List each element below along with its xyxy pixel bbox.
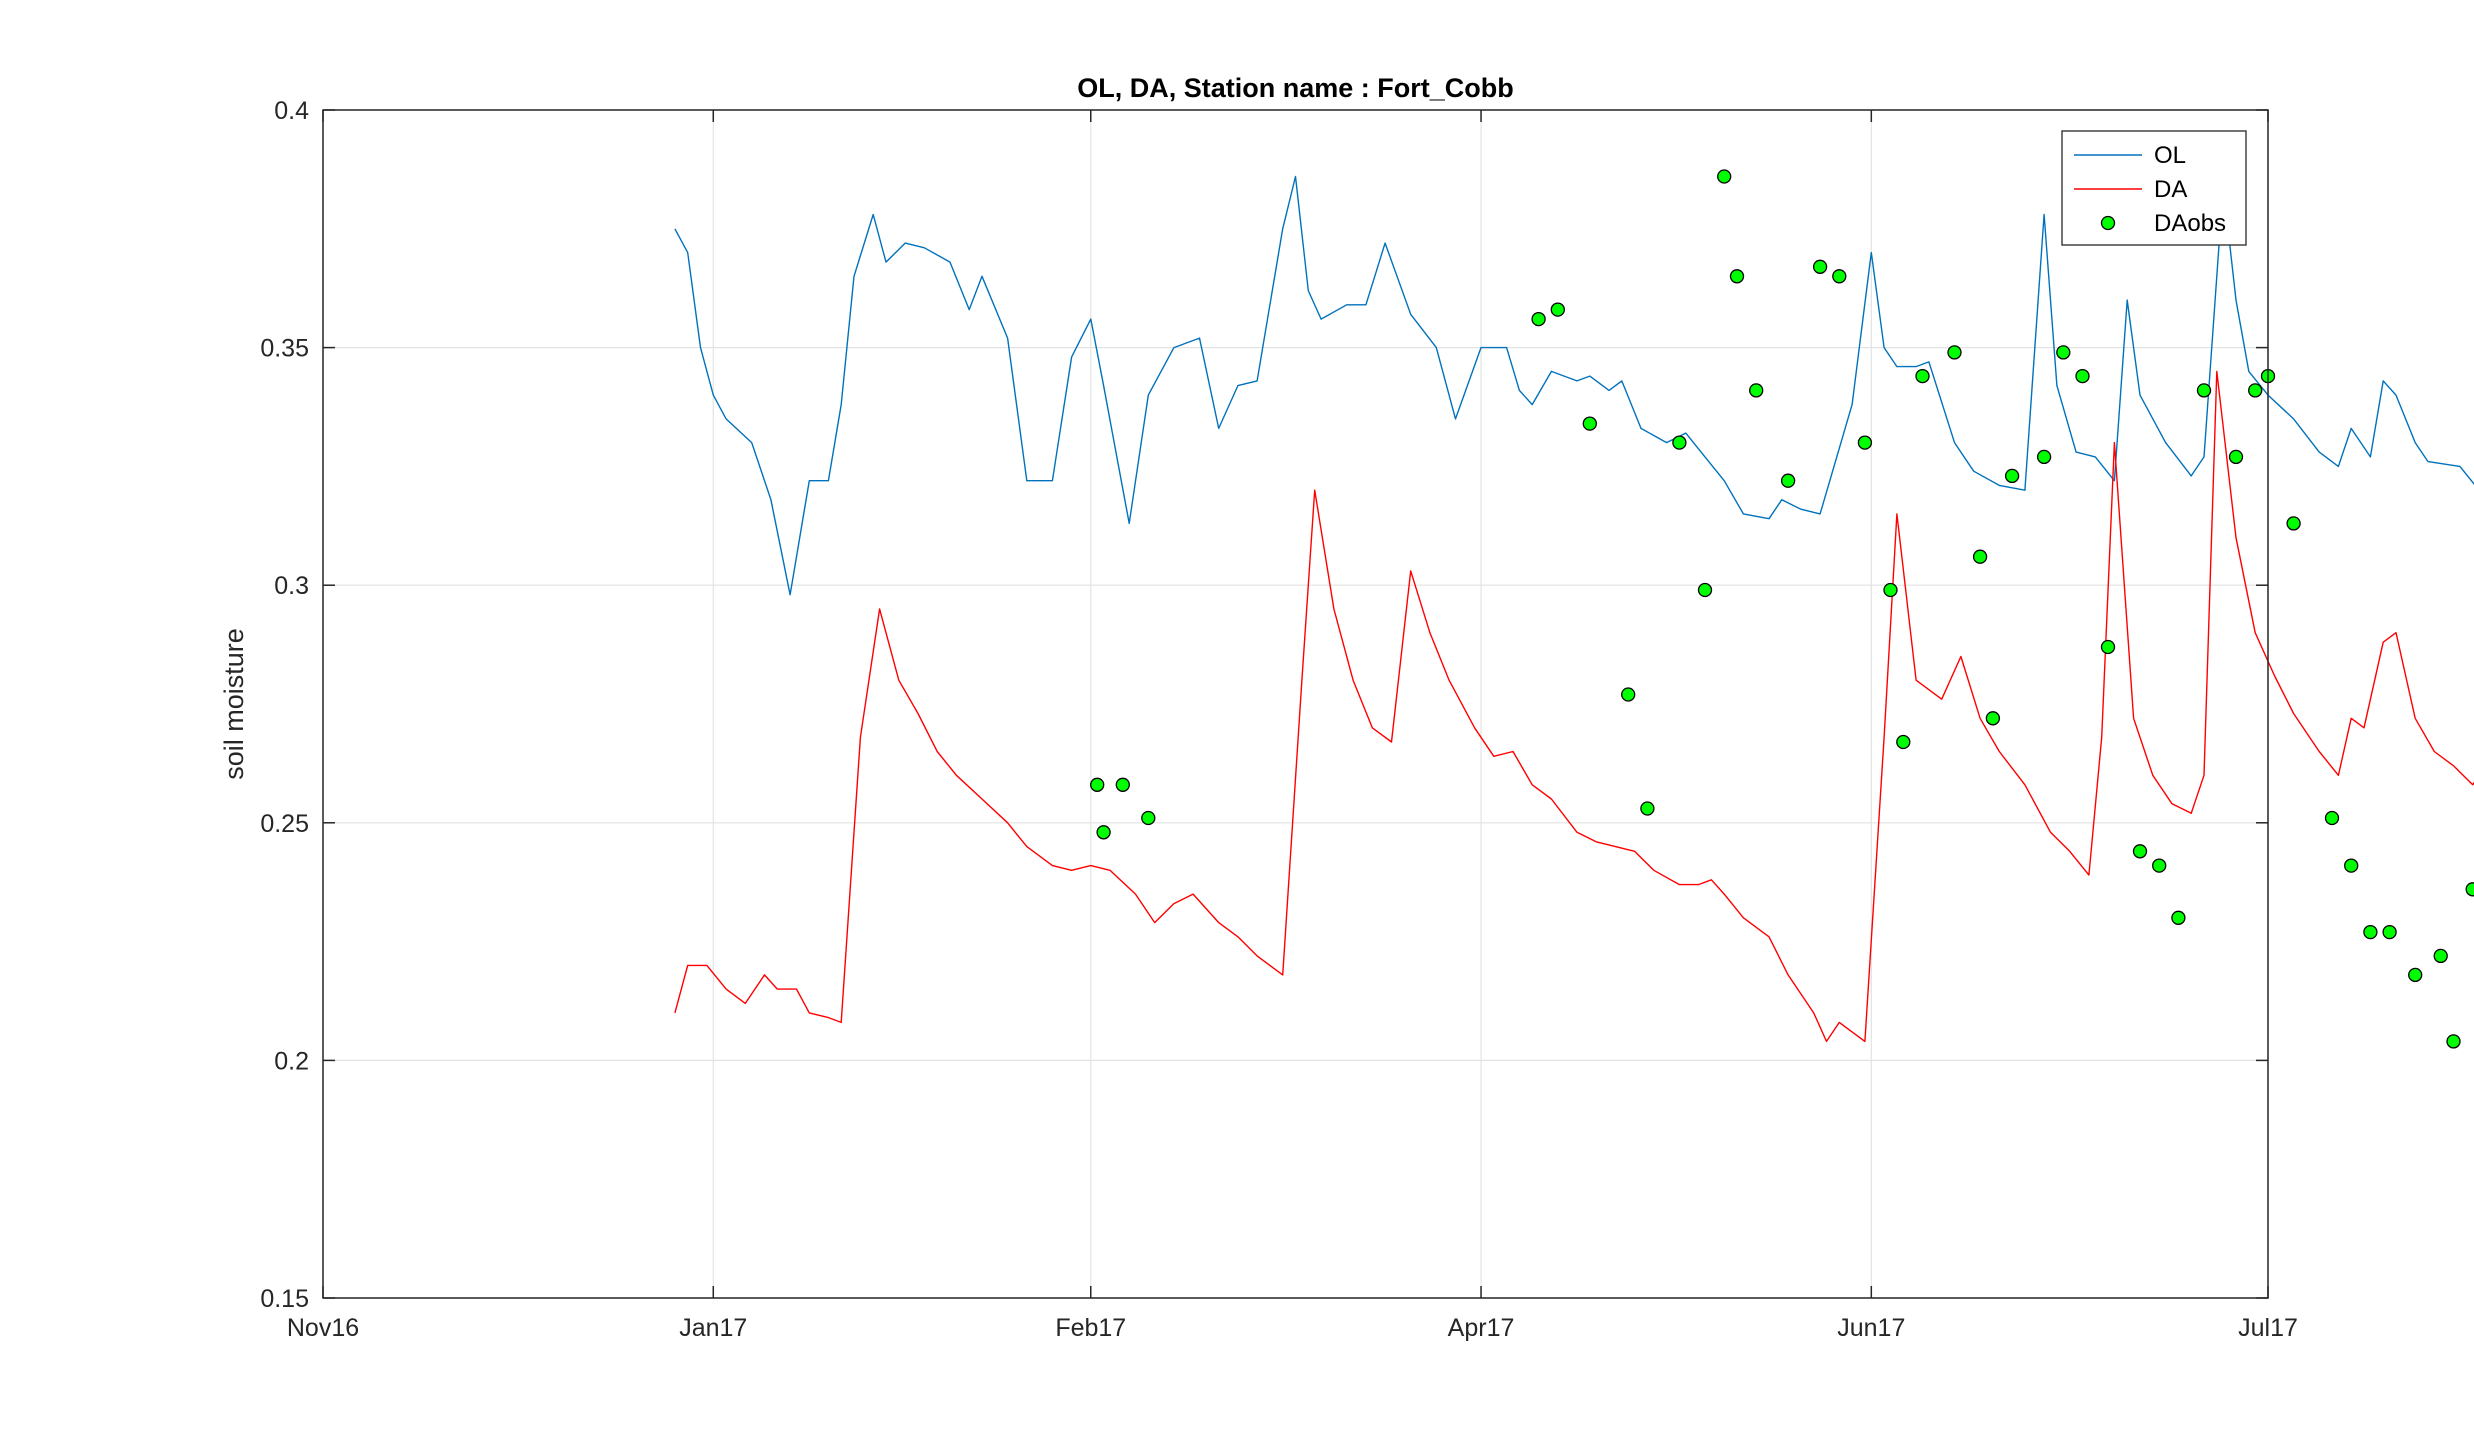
chart-title: OL, DA, Station name : Fort_Cobb (1077, 73, 1514, 103)
data-point-daobs (2324, 810, 2340, 826)
y-tick-label: 0.25 (260, 810, 309, 838)
data-point-daobs (2132, 844, 2148, 859)
series-line-da (674, 370, 2474, 1043)
x-tick-label: Jul17 (2238, 1314, 2298, 1342)
data-point-daobs (2196, 383, 2212, 398)
data-point-daobs (1985, 711, 2001, 726)
data-point-daobs (1115, 777, 1130, 792)
data-point-daobs (1857, 435, 1873, 450)
data-point-daobs (1729, 269, 1745, 284)
data-point-daobs (1947, 345, 1962, 360)
data-point-daobs (1832, 269, 1847, 284)
data-point-daobs (1531, 311, 1546, 327)
data-point-daobs (1090, 777, 1105, 792)
plot-area (323, 110, 2268, 1298)
data-point-daobs (2228, 449, 2244, 465)
data-point-daobs (2004, 468, 2020, 484)
data-point-daobs (1883, 582, 1898, 598)
series-line-ol (674, 175, 2474, 596)
y-tick-label: 0.4 (274, 97, 309, 125)
plot-frame (322, 109, 2269, 1299)
y-tick-label: 0.15 (260, 1285, 309, 1313)
data-point-daobs (2446, 1034, 2461, 1049)
data-point-daobs (1749, 383, 1764, 398)
x-tick-label: Apr17 (1448, 1314, 1515, 1342)
data-point-daobs (2248, 383, 2263, 398)
y-tick-label: 0.2 (274, 1047, 309, 1075)
x-tick-label: Jan17 (679, 1314, 747, 1342)
data-point-daobs (2100, 639, 2116, 655)
data-point-daobs (1812, 259, 1828, 274)
data-point-daobs (1141, 810, 1156, 826)
data-point-daobs (2382, 924, 2397, 940)
legend-box (2061, 130, 2247, 246)
legend: OL DA DAobs (2061, 130, 2247, 246)
x-tick-label: Nov16 (287, 1314, 359, 1342)
data-point-daobs (1717, 169, 1732, 184)
legend-ol-label: OL (2154, 142, 2186, 169)
data-point-daobs (1582, 416, 1597, 431)
legend-daobs-marker (2100, 215, 2116, 231)
data-point-daobs (1096, 825, 1111, 840)
y-tick-label: 0.3 (274, 572, 309, 600)
data-point-daobs (1621, 687, 1636, 702)
data-point-daobs (2152, 858, 2167, 873)
data-point-daobs (2171, 910, 2186, 925)
data-point-daobs (1550, 302, 1565, 317)
data-point-daobs (2036, 449, 2052, 465)
data-point-daobs (2075, 368, 2090, 384)
series-markers-daobs (1090, 169, 2474, 1049)
data-point-daobs (1915, 368, 1930, 384)
x-tick-label: Feb17 (1055, 1314, 1126, 1342)
series-layer (674, 169, 2474, 1049)
data-point-daobs (1672, 435, 1687, 450)
data-point-daobs (2363, 924, 2378, 940)
data-point-daobs (1972, 549, 1988, 564)
y-tick-label: 0.35 (260, 335, 309, 363)
ticks: Nov16Jan17Feb17Apr17Jun17Jul17Sep170.150… (260, 97, 2298, 1342)
data-point-daobs (2408, 967, 2423, 983)
x-tick-label: Jun17 (1837, 1314, 1905, 1342)
y-axis-label: soil moisture (219, 628, 249, 780)
legend-daobs-label: DAobs (2154, 210, 2226, 237)
data-point-daobs (2056, 345, 2071, 360)
data-point-daobs (1640, 801, 1655, 816)
data-point-daobs (1780, 473, 1796, 488)
data-point-daobs (2344, 858, 2359, 873)
data-point-daobs (2286, 516, 2301, 531)
data-point-daobs (1896, 734, 1911, 750)
data-point-daobs (2433, 948, 2448, 964)
data-point-daobs (2465, 882, 2474, 897)
data-point-daobs (1697, 582, 1713, 598)
legend-da-label: DA (2154, 176, 2187, 203)
